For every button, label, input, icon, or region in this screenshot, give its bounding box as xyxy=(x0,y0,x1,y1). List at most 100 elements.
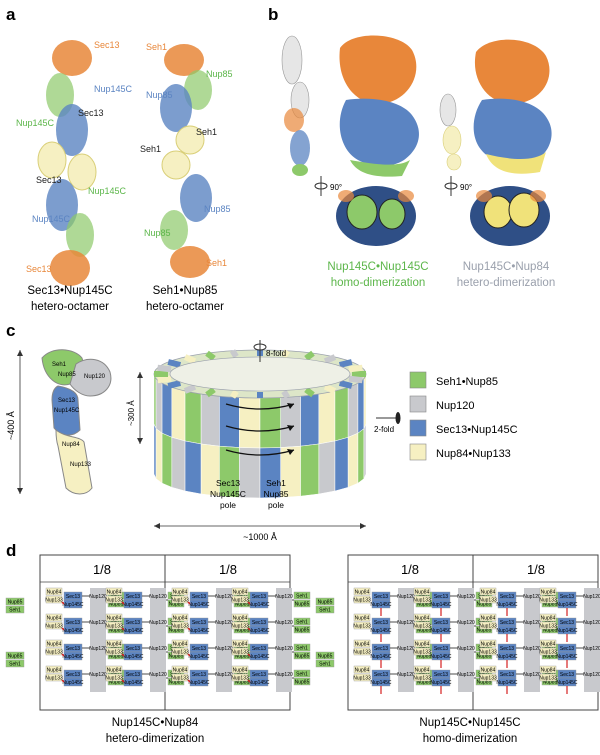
nup145c-box-label: Nup145C xyxy=(188,602,210,608)
nup84-box-label: Nup84 xyxy=(355,668,370,674)
nup85-box-label: Nup85 xyxy=(417,654,432,660)
interface-line xyxy=(247,601,251,605)
nup84-box xyxy=(45,613,63,622)
interface-line xyxy=(247,627,251,631)
ring-wall-segment xyxy=(363,423,367,479)
nup145c-box-label: Nup145C xyxy=(556,654,578,660)
ring-top-stripe xyxy=(281,389,290,399)
ring-arrow-head xyxy=(287,425,294,431)
rotation-label-left: 90° xyxy=(330,183,342,192)
nup133-box-label: Nup133 xyxy=(105,598,123,604)
ring-top-stripe xyxy=(157,375,172,384)
nup120-label: Nup120 xyxy=(215,646,233,652)
nup84-box xyxy=(413,587,431,596)
a-left-label-4: Nup145C xyxy=(16,118,55,128)
a-right-caption-2: hetero-octamer xyxy=(146,301,224,313)
nup84-box xyxy=(45,665,63,674)
nup133-box-label: Nup133 xyxy=(105,676,123,682)
nuclear-pore-ring xyxy=(153,349,367,499)
ring-wall-segment xyxy=(347,382,359,438)
ring-width-dimension xyxy=(154,523,366,529)
a-right-label-6: Nup85 xyxy=(204,204,231,214)
nup133-box-label: Nup133 xyxy=(171,598,189,604)
nup133-box-label: Nup133 xyxy=(413,650,431,656)
nup85-box-label: Nup85 xyxy=(109,628,124,634)
legend-label-nup120: Nup120 xyxy=(436,400,475,412)
nup145c-box-label: Nup145C xyxy=(496,680,518,686)
ring-top-stripe xyxy=(304,387,315,398)
nup133-box xyxy=(479,647,497,656)
nup145c-box-label: Nup145C xyxy=(556,602,578,608)
nup145c-box-label: Nup145C xyxy=(370,628,392,634)
ring-top-stripe xyxy=(167,380,182,389)
outer-green-box-label: Nup85 xyxy=(8,654,23,660)
ring-wall-segment xyxy=(318,440,336,495)
nup120-block xyxy=(90,614,106,640)
nup85-box-label: Nup85 xyxy=(477,602,492,608)
nup85-box xyxy=(293,625,311,634)
sec13-box-label: Sec13 xyxy=(252,594,266,600)
interface-line xyxy=(121,601,125,605)
c-y-seh1: Seh1 xyxy=(52,362,67,368)
nup120-block xyxy=(150,640,166,666)
nup120-block xyxy=(398,614,414,640)
nup145c-box-label: Nup145C xyxy=(370,680,392,686)
nup84-box-label: Nup84 xyxy=(541,590,556,596)
nup133-box-label: Nup133 xyxy=(479,624,497,630)
nup133-box xyxy=(45,673,63,682)
interface-line xyxy=(247,653,251,657)
nup84-box xyxy=(479,587,497,596)
nup145c-box-label: Nup145C xyxy=(430,680,452,686)
nup133-box xyxy=(105,673,123,682)
y-complex-shape xyxy=(41,349,112,495)
ring-wall-segment xyxy=(184,390,202,445)
nup120-block xyxy=(524,666,540,692)
c-pole-left-1: Sec13 xyxy=(216,478,240,488)
nup133-box xyxy=(231,647,249,656)
nup84-box-label: Nup84 xyxy=(233,668,248,674)
c-y-nup120: Nup120 xyxy=(84,374,106,380)
ring-wall-segment xyxy=(259,397,281,449)
nup133-box-label: Nup133 xyxy=(413,598,431,604)
panel-a-label: a xyxy=(6,5,16,24)
ring-wall-segment xyxy=(357,428,365,484)
c-height-label: ~400 Å xyxy=(6,411,16,440)
nup145c-box-label: Nup145C xyxy=(248,654,270,660)
nup120-label: Nup120 xyxy=(149,646,167,652)
nup120-block xyxy=(150,614,166,640)
nup85-box-label: Nup85 xyxy=(477,628,492,634)
nup145c-box-label: Nup145C xyxy=(496,628,518,634)
nup133-box-label: Nup133 xyxy=(479,650,497,656)
a-right-label-5: Seh1 xyxy=(140,144,161,154)
d-schematics: Sec13 Nup145C Nup120 Nup84 Nup133 Seh1 Nup85 Se… xyxy=(5,587,600,694)
nup85-box-label: Nup85 xyxy=(169,680,184,686)
nup145c-box-label: Nup145C xyxy=(496,602,518,608)
nup85-box-label: Nup85 xyxy=(477,680,492,686)
sec13-box-label: Sec13 xyxy=(126,594,140,600)
nup84-box-label: Nup84 xyxy=(415,590,430,596)
ring-wall-segment xyxy=(155,378,163,434)
nup85-box xyxy=(293,677,311,686)
homo-dimer-surface xyxy=(339,35,419,177)
outer-green-box-label: Seh1 xyxy=(9,608,21,614)
a-left-label-7: Nup145C xyxy=(32,214,71,224)
ring-height-dimension xyxy=(137,372,143,444)
nup133-box xyxy=(171,595,189,604)
nup145c-box-label: Nup145C xyxy=(370,602,392,608)
nup84-box xyxy=(353,613,371,622)
nup145c-box-label: Nup145C xyxy=(430,628,452,634)
nup85-box-label: Nup85 xyxy=(417,628,432,634)
nup84-box xyxy=(413,639,431,648)
c-y-nup84: Nup84 xyxy=(62,442,80,448)
homo-dimer-ribbon xyxy=(281,35,310,176)
nup85-box-label: Nup85 xyxy=(295,628,310,634)
outer-green-box xyxy=(5,605,25,614)
nup120-block xyxy=(150,588,166,614)
nup133-box xyxy=(479,595,497,604)
nup84-box-label: Nup84 xyxy=(481,642,496,648)
nup84-box xyxy=(171,613,189,622)
ring-rotation-arrow xyxy=(225,403,295,410)
nup120-block xyxy=(90,640,106,666)
nup145c-box xyxy=(63,599,83,609)
